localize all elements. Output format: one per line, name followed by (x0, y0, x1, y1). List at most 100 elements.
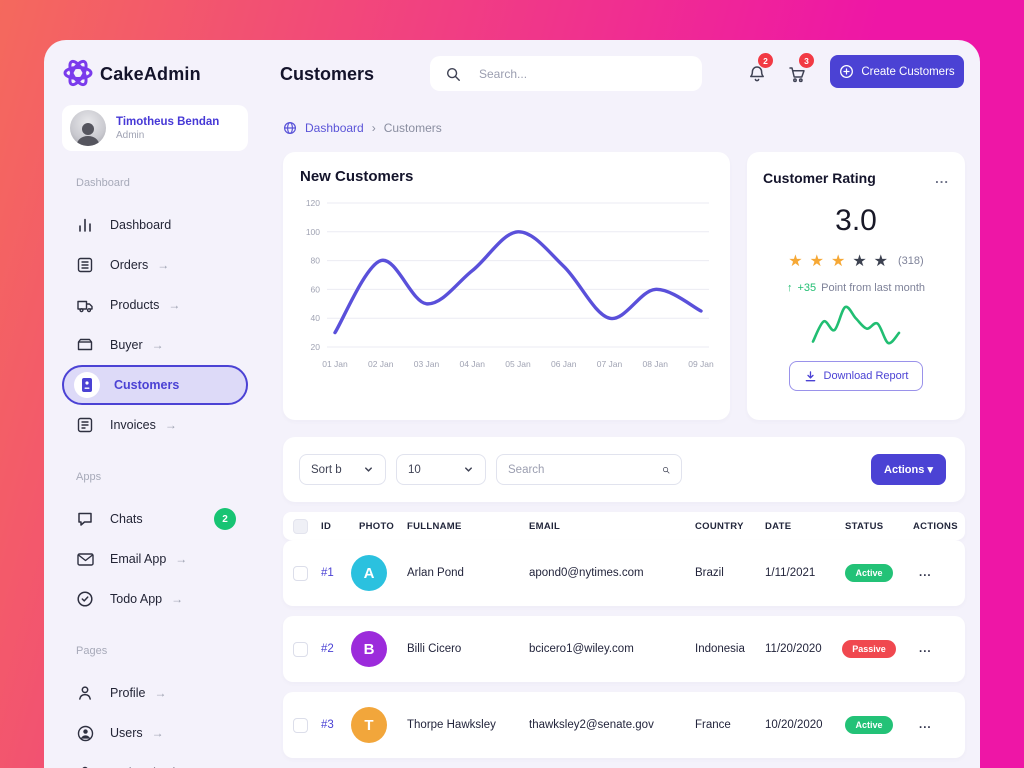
sidebar-item-label: Todo App (110, 592, 163, 606)
cell-fullname: Arlan Pond (407, 567, 464, 579)
arrow-right-icon: → (157, 258, 170, 272)
header-search[interactable] (430, 56, 702, 91)
kebab-menu-icon[interactable]: ... (935, 170, 949, 186)
row-checkbox[interactable] (293, 717, 308, 733)
sidebar-item-authentication[interactable]: Authentication → (62, 753, 248, 768)
page-size-select[interactable]: 10 (396, 454, 486, 485)
table-controls: Sort b 10 Actions ▾ (283, 437, 965, 502)
sidebar-item-users[interactable]: Users → (62, 713, 248, 753)
bell-icon[interactable] (747, 64, 767, 84)
sidebar-item-invoices[interactable]: Invoices → (62, 405, 248, 445)
status-badge: Active (845, 716, 893, 734)
actions-label: Actions (884, 464, 925, 476)
svg-text:07 Jan: 07 Jan (597, 359, 623, 369)
status-badge: Active (845, 564, 893, 582)
new-customers-card: New Customers 120 100 80 60 40 20 01 Jan 02 Jan… (283, 152, 730, 420)
column-header-id[interactable]: ID (321, 520, 332, 532)
column-header-date[interactable]: DATE (765, 520, 792, 532)
column-header-status[interactable]: STATUS (845, 520, 884, 532)
row-actions-kebab[interactable]: ... (919, 719, 932, 731)
header-search-input[interactable] (479, 66, 679, 81)
column-header-country[interactable]: COUNTRY (695, 520, 744, 532)
table-row: #1 A Arlan Pond apond0@nytimes.com Brazi… (283, 540, 965, 606)
sidebar-item-label: Users (110, 726, 143, 740)
user-circle-icon (74, 722, 96, 744)
avatar: B (351, 631, 387, 667)
breadcrumb: Dashboard › Customers (283, 120, 965, 136)
create-customers-button[interactable]: Create Customers (830, 55, 964, 88)
svg-text:20: 20 (311, 342, 321, 352)
cell-email: apond0@nytimes.com (529, 567, 644, 579)
actions-button[interactable]: Actions ▾ (871, 454, 946, 485)
svg-text:05 Jan: 05 Jan (505, 359, 531, 369)
row-actions-kebab[interactable]: ... (919, 567, 932, 579)
row-checkbox[interactable] (293, 565, 308, 581)
check-circle-icon (74, 588, 96, 610)
download-report-button[interactable]: Download Report (789, 361, 923, 391)
caret-down-icon: ▾ (927, 464, 933, 476)
customer-badge-icon (74, 372, 100, 398)
sort-select[interactable]: Sort b (299, 454, 386, 485)
table-search-input[interactable] (508, 463, 662, 476)
person-photo-icon (76, 123, 100, 146)
download-report-label: Download Report (823, 370, 909, 382)
wallet-icon (74, 334, 96, 356)
bar-chart-icon (74, 214, 96, 236)
column-header-actions[interactable]: ACTIONS (913, 520, 958, 532)
sidebar-item-dashboard[interactable]: Dashboard (62, 205, 248, 245)
row-actions-kebab[interactable]: ... (919, 643, 932, 655)
sidebar-item-profile[interactable]: Profile → (62, 673, 248, 713)
row-checkbox[interactable] (293, 641, 308, 657)
avatar: A (351, 555, 387, 591)
cakeadmin-logo-icon (63, 59, 93, 87)
sidebar-item-chats[interactable]: Chats 2 (62, 499, 248, 539)
sidebar-item-email-app[interactable]: Email App → (62, 539, 248, 579)
avatar-initial: B (363, 640, 375, 658)
sidebar-item-todo-app[interactable]: Todo App → (62, 579, 248, 619)
column-header-photo[interactable]: PHOTO (359, 520, 395, 532)
sidebar-item-buyer[interactable]: Buyer → (62, 325, 248, 365)
chart-title: New Customers (300, 168, 414, 185)
arrow-right-icon: → (198, 766, 210, 768)
table-search[interactable] (496, 454, 682, 485)
svg-text:120: 120 (306, 198, 320, 208)
app-window: CakeAdmin Customers 2 3 Create Customers (44, 40, 980, 768)
user-name: Timotheus Bendan (116, 115, 220, 128)
download-icon (805, 370, 815, 381)
sidebar-item-label: Dashboard (110, 218, 172, 232)
svg-text:100: 100 (306, 227, 320, 237)
cell-id: #1 (321, 567, 334, 579)
rating-value: 3.0 (835, 204, 877, 237)
sidebar-item-customers[interactable]: Customers (62, 365, 248, 405)
user-card[interactable]: Timotheus Bendan Admin (62, 105, 248, 151)
column-header-email[interactable]: EMAIL (529, 520, 561, 532)
svg-text:40: 40 (311, 313, 321, 323)
table-header-row: ID PHOTO FULLNAME EMAIL COUNTRY DATE STA… (283, 512, 965, 540)
svg-text:80: 80 (311, 256, 321, 266)
svg-text:06 Jan: 06 Jan (551, 359, 577, 369)
cart-icon[interactable] (787, 64, 807, 84)
stars-row: ★ ★ ★ ★ ★ (318) (788, 251, 923, 271)
page-size-value: 10 (408, 463, 421, 476)
cell-email: thawksley2@senate.gov (529, 719, 654, 731)
select-all-checkbox[interactable] (293, 518, 308, 534)
rating-delta-row: ↑ +35 Point from last month (787, 282, 925, 294)
person-icon (74, 682, 96, 704)
arrow-right-icon: → (151, 338, 164, 352)
sidebar-item-orders[interactable]: Orders → (62, 245, 248, 285)
cell-id: #3 (321, 719, 334, 731)
sidebar-item-products[interactable]: Products → (62, 285, 248, 325)
avatar-initial: T (364, 716, 374, 734)
sidebar-item-label: Buyer (110, 338, 143, 352)
cell-date: 11/20/2020 (765, 643, 822, 655)
cell-country: Brazil (695, 567, 724, 579)
truck-icon (74, 294, 96, 316)
customer-rating-card: Customer Rating ... 3.0 ★ ★ ★ ★ ★ (318) ↑ +3… (747, 152, 965, 420)
sidebar-item-label: Products (110, 298, 160, 312)
user-avatar (70, 110, 106, 146)
column-header-fullname[interactable]: FULLNAME (407, 520, 462, 532)
star-icon: ★ (809, 253, 824, 270)
arrow-right-icon: → (168, 298, 181, 312)
breadcrumb-dashboard-link[interactable]: Dashboard (305, 121, 364, 135)
search-icon (662, 466, 670, 473)
